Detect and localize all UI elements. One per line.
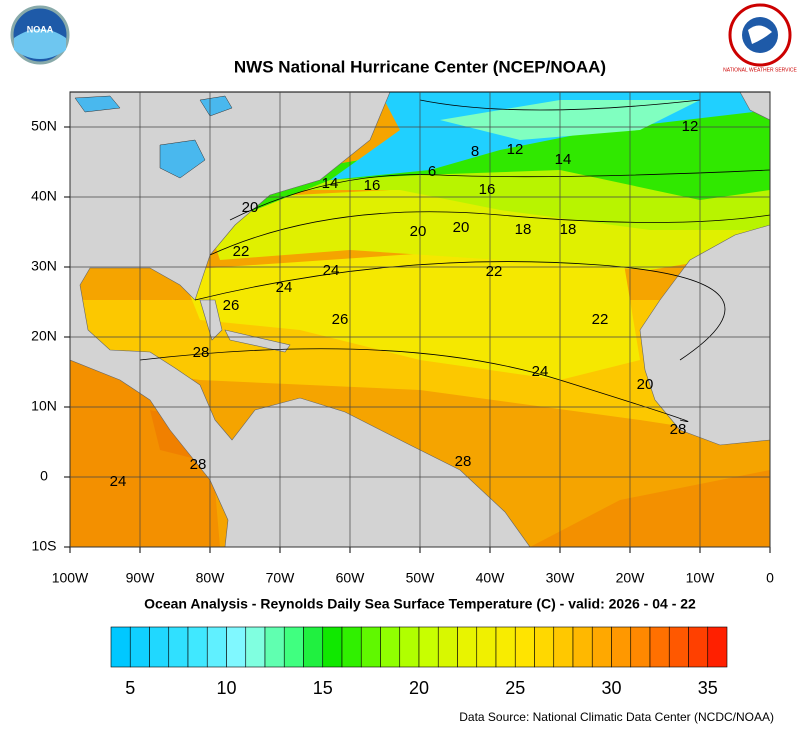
colorbar-label: 35 — [698, 678, 718, 698]
y-tick-label: 50N — [31, 118, 57, 134]
colorbar-swatch — [206, 626, 227, 668]
contour-label: 20 — [410, 223, 427, 240]
logo-nws: NATIONAL WEATHER SERVICE — [723, 3, 798, 73]
contour-label: 12 — [507, 141, 524, 158]
contour-label: 20 — [242, 199, 259, 216]
subtitle: Ocean Analysis - Reynolds Daily Sea Surf… — [144, 596, 696, 612]
colorbar-label: 5 — [125, 678, 135, 698]
colorbar-swatch — [514, 626, 535, 668]
y-tick-label: 20N — [31, 328, 57, 344]
contour-label: 26 — [223, 297, 240, 314]
source: Data Source: National Climatic Data Cent… — [459, 710, 774, 724]
y-tick-label: 0 — [40, 468, 48, 484]
colorbar-swatch — [572, 626, 593, 668]
y-tick-label: 40N — [31, 188, 57, 204]
x-tick-label: 80W — [196, 570, 226, 586]
logo-text: NOAA — [27, 24, 54, 34]
map — [70, 92, 770, 547]
colorbar-swatch — [322, 626, 343, 668]
x-tick-label: 0 — [766, 570, 774, 586]
colorbar-swatch — [418, 626, 439, 668]
colorbar-swatch — [283, 626, 304, 668]
contour-labels: 12 6 8 12 14 14 16 16 20 20 20 18 18 22 … — [110, 118, 699, 490]
colorbar-swatch — [611, 626, 632, 668]
colorbar-swatch — [649, 626, 670, 668]
colorbar-swatch — [630, 626, 651, 668]
colorbar-swatch — [129, 626, 150, 668]
colorbar: 5 10 15 20 25 30 35 — [110, 626, 728, 698]
contour-label: 26 — [332, 311, 349, 328]
x-tick-label: 60W — [336, 570, 366, 586]
colorbar-swatch — [168, 626, 189, 668]
contour-label: 14 — [555, 151, 572, 168]
colorbar-swatch — [688, 626, 709, 668]
colorbar-swatch — [341, 626, 362, 668]
contour-label: 16 — [364, 177, 381, 194]
graticule: 100W 90W 80W 70W 60W 50W 40W 30W 20W 10W 0 10S 0 10N 2… — [31, 92, 774, 586]
colorbar-swatch — [668, 626, 689, 668]
colorbar-label: 30 — [601, 678, 621, 698]
colorbar-swatch — [149, 626, 170, 668]
colorbar-swatch — [360, 626, 381, 668]
colorbar-swatch — [303, 626, 324, 668]
colorbar-swatch — [110, 626, 131, 668]
contour-label: 18 — [515, 221, 532, 238]
contour-label: 24 — [110, 473, 127, 490]
contour-label: 22 — [486, 263, 503, 280]
x-tick-label: 90W — [126, 570, 156, 586]
logo-text: NATIONAL WEATHER SERVICE — [723, 67, 797, 73]
contour-label: 28 — [193, 344, 210, 361]
y-tick-label: 30N — [31, 258, 57, 274]
contour-label: 20 — [453, 219, 470, 236]
colorbar-swatch — [591, 626, 612, 668]
colorbar-swatch — [476, 626, 497, 668]
logo-noaa: NOAA — [10, 5, 70, 65]
contour-label: 28 — [190, 456, 207, 473]
y-tick-label: 10N — [31, 398, 57, 414]
contour-label: 16 — [479, 181, 496, 198]
contour-label: 12 — [682, 118, 699, 135]
colorbar-label: 20 — [409, 678, 429, 698]
colorbar-swatch — [437, 626, 458, 668]
x-tick-label: 40W — [476, 570, 506, 586]
colorbar-label: 10 — [216, 678, 236, 698]
colorbar-swatch — [553, 626, 574, 668]
colorbar-swatch — [187, 626, 208, 668]
colorbar-swatch — [226, 626, 247, 668]
contour-label: 24 — [532, 363, 549, 380]
colorbar-label: 15 — [313, 678, 333, 698]
contour-label: 18 — [560, 221, 577, 238]
colorbar-swatch — [245, 626, 266, 668]
colorbar-swatch — [495, 626, 516, 668]
contour-label: 22 — [592, 311, 609, 328]
x-tick-label: 50W — [406, 570, 436, 586]
colorbar-swatch — [399, 626, 420, 668]
colorbar-swatch — [534, 626, 555, 668]
x-tick-label: 100W — [52, 570, 89, 586]
x-tick-label: 70W — [266, 570, 296, 586]
contour-label: 24 — [276, 279, 293, 296]
colorbar-swatch — [457, 626, 478, 668]
contour-label: 22 — [233, 243, 250, 260]
contour-label: 6 — [428, 163, 436, 180]
colorbar-swatch — [264, 626, 285, 668]
colorbar-swatch — [380, 626, 401, 668]
contour-label: 20 — [637, 376, 654, 393]
colorbar-label: 25 — [505, 678, 525, 698]
contour-label: 8 — [471, 143, 479, 160]
contour-label: 14 — [322, 175, 339, 192]
y-tick-label: 10S — [32, 538, 57, 554]
contour-label: 28 — [455, 453, 472, 470]
colorbar-swatch — [707, 626, 728, 668]
contour-label: 28 — [670, 421, 687, 438]
title: NWS National Hurricane Center (NCEP/NOAA… — [234, 57, 606, 76]
x-tick-label: 30W — [546, 570, 576, 586]
x-tick-label: 10W — [686, 570, 716, 586]
x-tick-label: 20W — [616, 570, 646, 586]
contour-label: 24 — [323, 262, 340, 279]
